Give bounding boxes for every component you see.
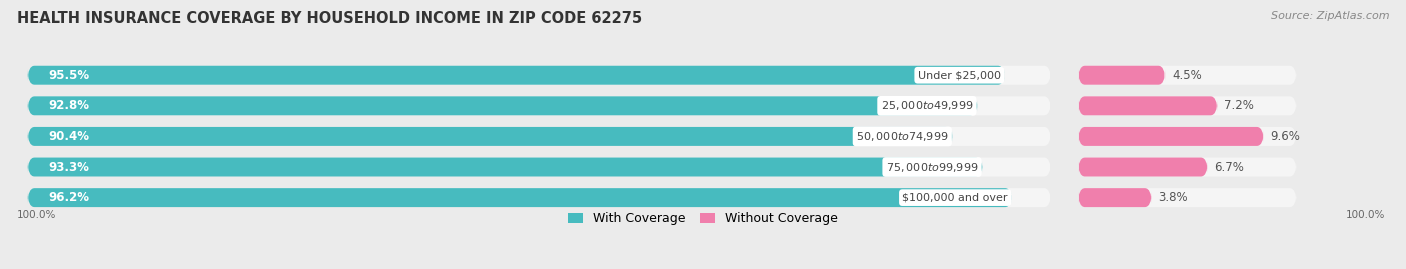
FancyBboxPatch shape bbox=[1078, 188, 1296, 207]
FancyBboxPatch shape bbox=[1078, 158, 1208, 176]
FancyBboxPatch shape bbox=[1078, 188, 1152, 207]
FancyBboxPatch shape bbox=[1078, 66, 1166, 85]
FancyBboxPatch shape bbox=[1078, 158, 1296, 176]
Text: 93.3%: 93.3% bbox=[48, 161, 89, 174]
Text: Source: ZipAtlas.com: Source: ZipAtlas.com bbox=[1271, 11, 1389, 21]
FancyBboxPatch shape bbox=[1078, 66, 1296, 85]
FancyBboxPatch shape bbox=[28, 188, 1050, 207]
Text: 4.5%: 4.5% bbox=[1173, 69, 1202, 82]
FancyBboxPatch shape bbox=[28, 158, 1050, 176]
FancyBboxPatch shape bbox=[28, 66, 1005, 85]
Text: 95.5%: 95.5% bbox=[48, 69, 90, 82]
FancyBboxPatch shape bbox=[28, 158, 983, 176]
Text: $75,000 to $99,999: $75,000 to $99,999 bbox=[886, 161, 979, 174]
FancyBboxPatch shape bbox=[28, 188, 1012, 207]
Text: 96.2%: 96.2% bbox=[48, 191, 89, 204]
Text: HEALTH INSURANCE COVERAGE BY HOUSEHOLD INCOME IN ZIP CODE 62275: HEALTH INSURANCE COVERAGE BY HOUSEHOLD I… bbox=[17, 11, 643, 26]
Text: 9.6%: 9.6% bbox=[1271, 130, 1301, 143]
FancyBboxPatch shape bbox=[1078, 127, 1296, 146]
FancyBboxPatch shape bbox=[1078, 96, 1218, 115]
FancyBboxPatch shape bbox=[1078, 127, 1264, 146]
FancyBboxPatch shape bbox=[28, 96, 977, 115]
FancyBboxPatch shape bbox=[28, 66, 1050, 85]
FancyBboxPatch shape bbox=[28, 127, 953, 146]
Text: $25,000 to $49,999: $25,000 to $49,999 bbox=[880, 99, 973, 112]
Text: $50,000 to $74,999: $50,000 to $74,999 bbox=[856, 130, 949, 143]
Text: 100.0%: 100.0% bbox=[17, 210, 56, 220]
Text: $100,000 and over: $100,000 and over bbox=[903, 193, 1008, 203]
Text: 3.8%: 3.8% bbox=[1159, 191, 1188, 204]
FancyBboxPatch shape bbox=[28, 127, 1050, 146]
Text: 92.8%: 92.8% bbox=[48, 99, 89, 112]
Text: 90.4%: 90.4% bbox=[48, 130, 89, 143]
Text: 7.2%: 7.2% bbox=[1225, 99, 1254, 112]
Text: 100.0%: 100.0% bbox=[1346, 210, 1385, 220]
FancyBboxPatch shape bbox=[1078, 96, 1296, 115]
Text: Under $25,000: Under $25,000 bbox=[918, 70, 1001, 80]
Legend: With Coverage, Without Coverage: With Coverage, Without Coverage bbox=[565, 210, 841, 228]
FancyBboxPatch shape bbox=[28, 96, 1050, 115]
Text: 6.7%: 6.7% bbox=[1215, 161, 1244, 174]
